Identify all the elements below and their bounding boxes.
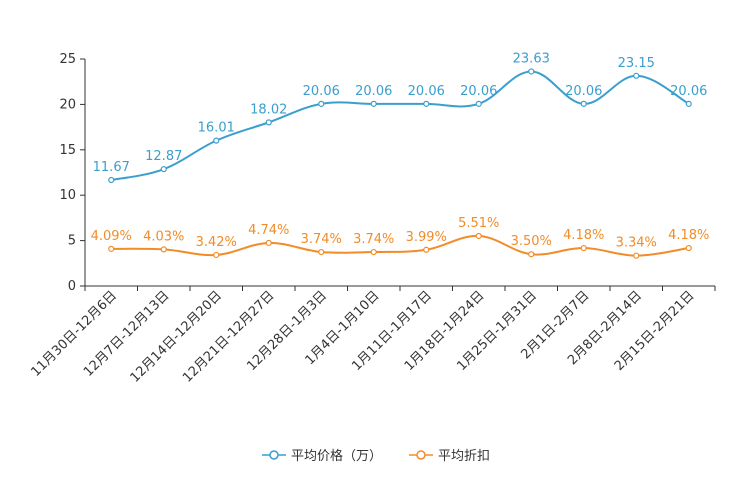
data-point bbox=[370, 248, 377, 256]
data-label: 3.99% bbox=[406, 230, 447, 245]
data-point bbox=[475, 100, 482, 107]
data-point bbox=[423, 100, 430, 107]
series-line bbox=[111, 234, 689, 257]
data-label: 23.15 bbox=[618, 56, 655, 71]
data-point bbox=[528, 251, 535, 258]
data-label: 11.67 bbox=[93, 160, 130, 175]
y-tick-label: 10 bbox=[59, 188, 76, 203]
data-label: 3.74% bbox=[353, 232, 394, 247]
data-point bbox=[213, 137, 220, 144]
data-label: 4.74% bbox=[248, 223, 289, 238]
data-label: 20.06 bbox=[355, 84, 392, 99]
data-point bbox=[160, 246, 167, 253]
legend-marker bbox=[416, 450, 426, 460]
data-point bbox=[265, 239, 272, 247]
data-label: 18.02 bbox=[250, 102, 287, 117]
y-tick-label: 0 bbox=[68, 279, 76, 294]
series-layer: 11.67 12.87 16.01 18.02 20.06 20.06 20.06 20.06… bbox=[91, 51, 709, 259]
data-label: 20.06 bbox=[670, 84, 707, 99]
data-point bbox=[423, 246, 430, 253]
data-point bbox=[265, 119, 272, 126]
x-tick-label: 12月21日-12月27日 bbox=[180, 288, 277, 385]
data-label: 3.50% bbox=[511, 234, 552, 249]
data-point bbox=[318, 248, 325, 256]
data-label: 3.42% bbox=[196, 235, 237, 250]
data-label: 20.06 bbox=[303, 84, 340, 99]
y-tick-label: 20 bbox=[59, 97, 76, 112]
series-2: 4.09% 4.03% 3.42% 4.74% 3.74% 3.74% 3.99% 5.51%… bbox=[91, 216, 709, 259]
data-point bbox=[528, 68, 535, 75]
series-1: 11.67 12.87 16.01 18.02 20.06 20.06 20.06 20.06… bbox=[93, 51, 707, 184]
data-label: 5.51% bbox=[458, 216, 499, 231]
legend-label: 平均价格（万） bbox=[291, 448, 382, 464]
data-point bbox=[370, 100, 377, 107]
legend-item-1: 平均价格（万） bbox=[262, 448, 382, 464]
data-label: 20.06 bbox=[408, 84, 445, 99]
legend-label: 平均折扣 bbox=[438, 449, 490, 464]
data-label: 20.06 bbox=[460, 84, 497, 99]
legend: 平均价格（万） 平均折扣 bbox=[262, 448, 490, 464]
data-label: 3.74% bbox=[301, 232, 342, 247]
x-tick-label: 11月30日-12月6日 bbox=[28, 288, 120, 380]
data-label: 12.87 bbox=[145, 149, 182, 164]
data-point bbox=[108, 245, 115, 252]
data-point bbox=[108, 176, 115, 184]
data-label: 16.01 bbox=[198, 121, 235, 136]
data-point bbox=[475, 232, 482, 240]
data-point bbox=[318, 100, 325, 107]
data-point bbox=[633, 252, 640, 259]
data-point bbox=[580, 244, 587, 252]
x-tick-label: 12月14日-12月20日 bbox=[128, 288, 225, 385]
data-label: 4.18% bbox=[668, 228, 709, 243]
data-point bbox=[685, 100, 692, 107]
y-tick-label: 25 bbox=[59, 52, 76, 67]
legend-item-2: 平均折扣 bbox=[409, 449, 490, 464]
y-tick-label: 15 bbox=[59, 143, 76, 158]
data-label: 4.03% bbox=[143, 229, 184, 244]
data-point bbox=[685, 244, 692, 252]
data-label: 3.34% bbox=[616, 236, 657, 251]
y-tick-label: 5 bbox=[68, 234, 76, 249]
data-label: 23.63 bbox=[513, 51, 550, 66]
data-point bbox=[633, 72, 640, 79]
data-point bbox=[580, 100, 587, 107]
data-point bbox=[160, 166, 167, 173]
data-label: 20.06 bbox=[565, 84, 602, 99]
data-label: 4.18% bbox=[563, 228, 604, 243]
legend-marker bbox=[269, 450, 279, 460]
data-point bbox=[213, 251, 220, 259]
data-label: 4.09% bbox=[91, 229, 132, 244]
